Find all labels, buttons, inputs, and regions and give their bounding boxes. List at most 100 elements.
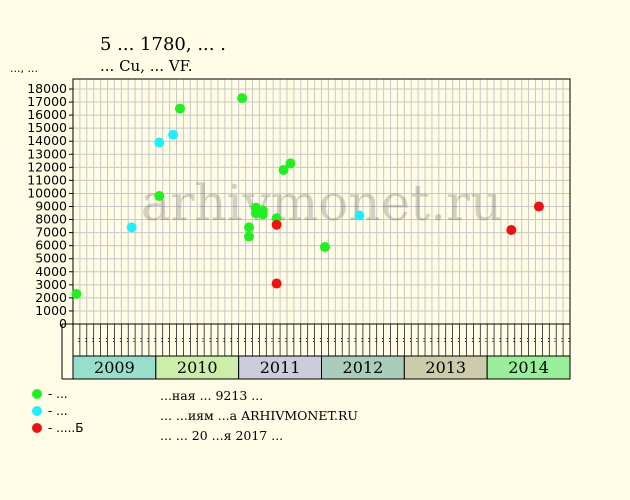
- month-label: ..: [252, 337, 262, 342]
- y-tick-label: 14000: [27, 133, 67, 148]
- data-point: [319, 241, 330, 252]
- footer-line: ... ...иям ...а ARHIVMONET.RU: [160, 408, 358, 423]
- month-label: ..: [411, 337, 421, 342]
- data-point: [285, 158, 296, 169]
- y-tick-label: 16000: [27, 107, 67, 122]
- month-label: ..: [300, 337, 310, 342]
- year-label: 2009: [94, 358, 135, 377]
- y-tick-label: 6000: [35, 238, 67, 253]
- month-label: ..: [369, 337, 379, 342]
- month-label: ..: [100, 337, 110, 342]
- month-label: ..: [321, 337, 331, 342]
- legend: - ... - ... - .....Б: [30, 385, 83, 436]
- month-label: ..: [86, 337, 96, 342]
- month-label: ..: [190, 337, 200, 342]
- year-label: 2014: [508, 358, 549, 377]
- month-label: ..: [141, 337, 151, 342]
- month-label: ..: [335, 337, 345, 342]
- month-label: ..: [376, 337, 386, 342]
- month-label: ..: [72, 337, 82, 342]
- legend-item: - .....Б: [30, 419, 83, 436]
- data-point: [244, 231, 255, 242]
- y-axis-ticks: 0100020003000400050006000700080009000100…: [27, 81, 73, 331]
- year-label: 2010: [177, 358, 218, 377]
- month-label: ..: [549, 337, 559, 342]
- month-label: ..: [328, 337, 338, 342]
- year-label: 2012: [343, 358, 384, 377]
- month-label: ..: [473, 337, 483, 342]
- month-label: ..: [542, 337, 552, 342]
- legend-item: - ...: [30, 385, 83, 402]
- month-label: ..: [148, 337, 158, 342]
- data-point: [271, 219, 282, 230]
- data-point: [257, 209, 268, 220]
- month-label: ..: [507, 337, 517, 342]
- month-label: ..: [121, 337, 131, 342]
- data-point: [244, 222, 255, 233]
- month-label: ..: [404, 337, 414, 342]
- month-label: ..: [293, 337, 303, 342]
- watermark-text: arhivmonet.ru: [141, 174, 503, 232]
- month-label: ..: [514, 337, 524, 342]
- month-label: ..: [349, 337, 359, 342]
- month-label: ..: [535, 337, 545, 342]
- month-label: ..: [556, 337, 566, 342]
- month-label: ..: [459, 337, 469, 342]
- month-label: ..: [259, 337, 269, 342]
- data-point: [174, 103, 185, 114]
- y-tick-label: 8000: [35, 212, 67, 227]
- legend-item: - ...: [30, 402, 83, 419]
- year-label: 2013: [425, 358, 466, 377]
- watermark: arhivmonet.ru: [141, 174, 503, 232]
- month-label: ..: [314, 337, 324, 342]
- month-label: ..: [397, 337, 407, 342]
- y-tick-label: 15000: [27, 120, 67, 135]
- month-label: ..: [445, 337, 455, 342]
- month-label: ..: [211, 337, 221, 342]
- data-point: [71, 288, 82, 299]
- y-tick-label: 2000: [35, 290, 67, 305]
- month-label: ..: [79, 337, 89, 342]
- month-label: ..: [238, 337, 248, 342]
- chart-subtitle: ... Cu, ... VF.: [100, 57, 193, 75]
- month-label: ..: [452, 337, 462, 342]
- month-label: ..: [466, 337, 476, 342]
- month-label: ..: [197, 337, 207, 342]
- footer-note: ...ная ... 9213 ... ... ...иям ...а ARHI…: [160, 386, 358, 446]
- month-label: ..: [114, 337, 124, 342]
- y-tick-label: 5000: [35, 251, 67, 266]
- y-tick-label: 9000: [35, 199, 67, 214]
- month-label: ..: [307, 337, 317, 342]
- chart-title: 5 ... 1780, ... .: [100, 34, 226, 55]
- y-tick-label: 18000: [27, 81, 67, 96]
- y-tick-label: 7000: [35, 225, 67, 240]
- data-points: [71, 93, 544, 299]
- legend-label: - ...: [48, 386, 68, 401]
- month-label: ..: [383, 337, 393, 342]
- month-label: ..: [128, 337, 138, 342]
- month-label: ..: [135, 337, 145, 342]
- data-point: [271, 278, 282, 289]
- month-label: ..: [224, 337, 234, 342]
- y-tick-label: 10000: [27, 185, 67, 200]
- footer-line: ... ... 20 ...я 2017 ...: [160, 428, 284, 443]
- month-label: ..: [107, 337, 117, 342]
- y-tick-label: 13000: [27, 146, 67, 161]
- month-label: ..: [204, 337, 214, 342]
- data-point: [154, 191, 165, 202]
- month-label: ..: [431, 337, 441, 342]
- month-label: ..: [155, 337, 165, 342]
- footer-line: ...ная ... 9213 ...: [160, 388, 264, 403]
- chart-grid: [72, 78, 571, 325]
- month-label: ..: [355, 337, 365, 342]
- data-point: [533, 201, 544, 212]
- y-tick-label: 3000: [35, 277, 67, 292]
- month-label: ..: [183, 337, 193, 342]
- data-point: [354, 210, 365, 221]
- month-label: ..: [390, 337, 400, 342]
- month-label: ..: [480, 337, 490, 342]
- y-tick-label: 4000: [35, 264, 67, 279]
- month-label: ..: [563, 337, 573, 342]
- data-point: [126, 222, 137, 233]
